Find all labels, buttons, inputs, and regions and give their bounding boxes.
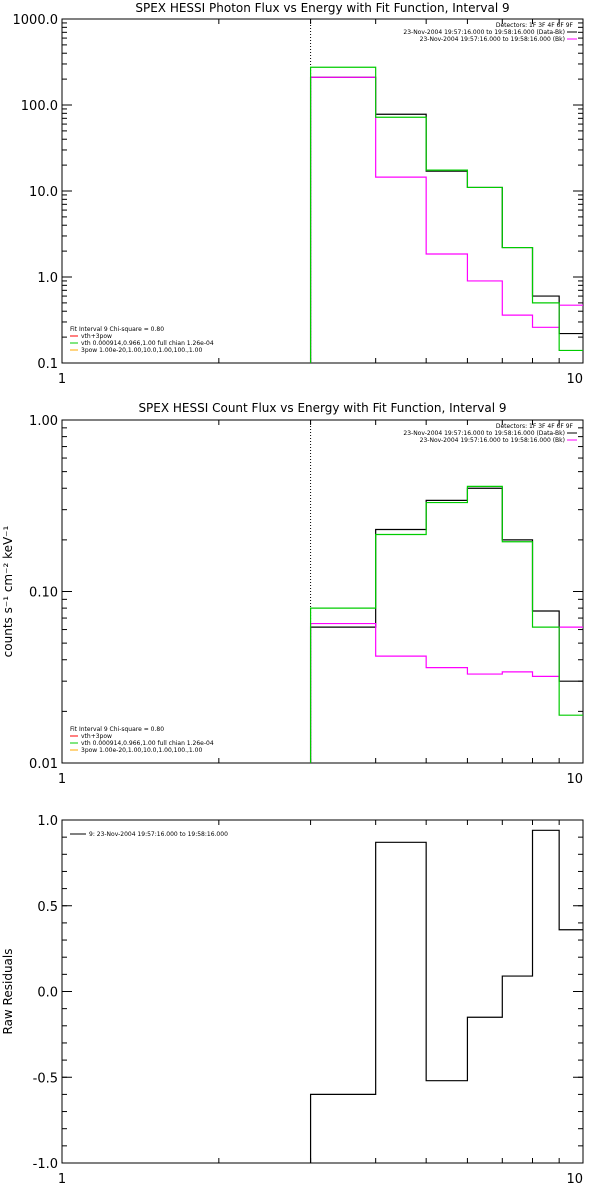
chart-title: SPEX HESSI Photon Flux vs Energy with Fi… [135, 1, 509, 15]
y-axis-label: Raw Residuals [1, 949, 15, 1035]
series-data [309, 487, 583, 763]
legend-fit-header: Fit Interval 9 Chi-square = 0.80 [70, 326, 164, 333]
y-tick-label: -0.5 [33, 1071, 58, 1086]
legend-entry: 3pow 1.00e-20,1.00,10.0,1.00,100.,1.00 [81, 747, 202, 754]
plot-frame [61, 819, 584, 1164]
series-bk [309, 76, 583, 363]
y-axis-label: counts s⁻¹ cm⁻² keV⁻¹ [1, 525, 15, 657]
legend-entry: 23-Nov-2004 19:57:16.000 to 19:58:16.000… [403, 29, 565, 36]
x-tick-label: 10 [566, 1172, 583, 1187]
y-tick-label: 0.1 [37, 357, 58, 372]
y-tick-label: 1.00 [29, 414, 58, 429]
legend-header: Detectors: 1F 3F 4F 6F 9F [496, 22, 574, 29]
plot-frame [61, 419, 584, 764]
x-tick-label: 10 [566, 372, 583, 387]
count-flux-panel: SPEX HESSI Count Flux vs Energy with Fit… [1, 401, 584, 787]
legend-entry: 9: 23-Nov-2004 19:57:16.000 to 19:58:16.… [89, 831, 228, 838]
series-fit [309, 66, 583, 363]
legend-entry: 23-Nov-2004 19:57:16.000 to 19:58:16.000… [420, 36, 565, 43]
residuals-panel: Raw Residuals -1.0 -0.5 0.0 0.5 1.0 1 10 9: 23-N… [1, 814, 584, 1187]
y-tick-label: 0.01 [29, 757, 58, 772]
plot-frame [61, 18, 584, 364]
x-tick-label: 10 [566, 772, 583, 787]
legend-entry: vth 0.000914,0.966,1.00 full chian 1.26e… [81, 740, 214, 747]
y-tick-label: 0.0 [37, 986, 58, 1001]
series-fit [309, 485, 583, 763]
y-tick-label: 0.5 [37, 900, 58, 915]
legend-entry: vth+3pow [81, 733, 112, 740]
series-residuals [309, 829, 583, 1163]
y-tick-label: 10.0 [29, 185, 58, 200]
series-bk [309, 622, 583, 763]
legend-entry: 23-Nov-2004 19:57:16.000 to 19:58:16.000… [420, 437, 565, 444]
y-tick-label: -1.0 [33, 1157, 58, 1172]
photon-flux-panel: SPEX HESSI Photon Flux vs Energy with Fi… [13, 1, 584, 387]
legend-entry: 23-Nov-2004 19:57:16.000 to 19:58:16.000… [403, 430, 565, 437]
legend-header: Detectors: 1F 3F 4F 6F 9F [496, 423, 574, 430]
y-tick-label: 100.0 [21, 99, 58, 114]
legend-fit-header: Fit Interval 9 Chi-square = 0.80 [70, 726, 164, 733]
legend-entry: vth+3pow [81, 333, 112, 340]
y-tick-label: 1.0 [37, 814, 58, 829]
x-tick-label: 1 [58, 372, 66, 387]
y-tick-label: 0.10 [29, 586, 58, 601]
x-tick-label: 1 [58, 1172, 66, 1187]
x-tick-label: 1 [58, 772, 66, 787]
y-tick-label: 1.0 [37, 271, 58, 286]
chart-title: SPEX HESSI Count Flux vs Energy with Fit… [138, 401, 506, 415]
series-data [309, 76, 583, 363]
y-tick-label: 1000.0 [13, 13, 59, 28]
legend-entry: 3pow 1.00e-20,1.00,10.0,1.00,100.,1.00 [81, 347, 202, 354]
legend-entry: vth 0.000914,0.966,1.00 full chian 1.26e… [81, 340, 214, 347]
